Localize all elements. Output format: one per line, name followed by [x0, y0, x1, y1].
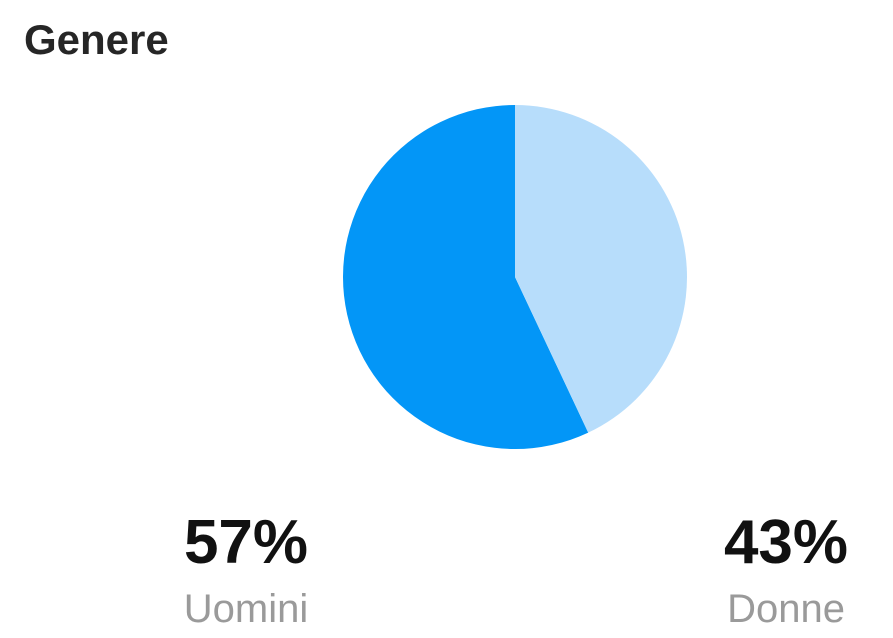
pie-slice-uomini	[343, 105, 589, 450]
legend-item-women: 43% Donne	[666, 508, 893, 634]
women-percentage: 43%	[723, 508, 849, 577]
pie-slice-donne	[515, 105, 687, 433]
women-label: Donne	[727, 587, 845, 631]
chart-title: Genere	[24, 16, 169, 63]
legend-item-men: 57% Uomini	[126, 508, 366, 634]
men-label: Uomini	[183, 587, 309, 631]
men-percentage: 57%	[183, 508, 309, 577]
